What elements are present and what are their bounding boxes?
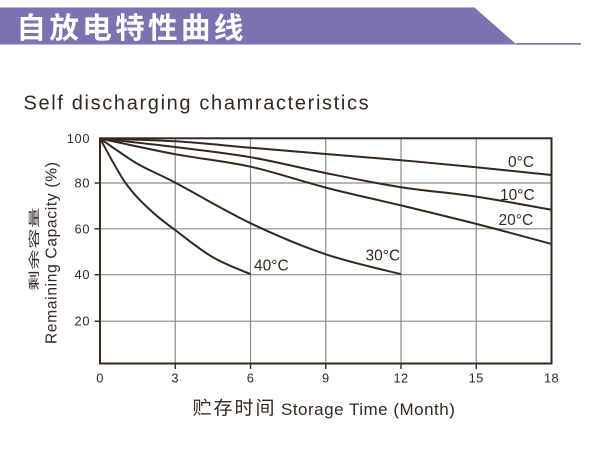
svg-text:40°C: 40°C <box>254 258 289 275</box>
svg-text:60: 60 <box>75 221 91 236</box>
svg-text:80: 80 <box>75 176 91 191</box>
svg-text:30°C: 30°C <box>366 247 401 264</box>
svg-text:9: 9 <box>322 370 330 385</box>
svg-text:18: 18 <box>544 370 559 385</box>
svg-text:40: 40 <box>75 267 91 282</box>
svg-text:0°C: 0°C <box>508 154 534 171</box>
svg-text:10°C: 10°C <box>500 187 535 204</box>
svg-text:15: 15 <box>469 370 484 385</box>
svg-text:0: 0 <box>96 370 104 385</box>
svg-text:6: 6 <box>247 370 255 385</box>
svg-text:3: 3 <box>171 370 179 385</box>
svg-text:Storage Time (Month): Storage Time (Month) <box>281 400 455 419</box>
svg-text:20°C: 20°C <box>499 212 534 229</box>
svg-text:Remaining Capacity (%): Remaining Capacity (%) <box>44 161 61 344</box>
svg-text:12: 12 <box>393 370 408 385</box>
svg-text:Self discharging chamracterist: Self discharging chamracteristics <box>24 93 371 115</box>
svg-text:100: 100 <box>67 131 90 146</box>
svg-text:20: 20 <box>75 314 91 329</box>
